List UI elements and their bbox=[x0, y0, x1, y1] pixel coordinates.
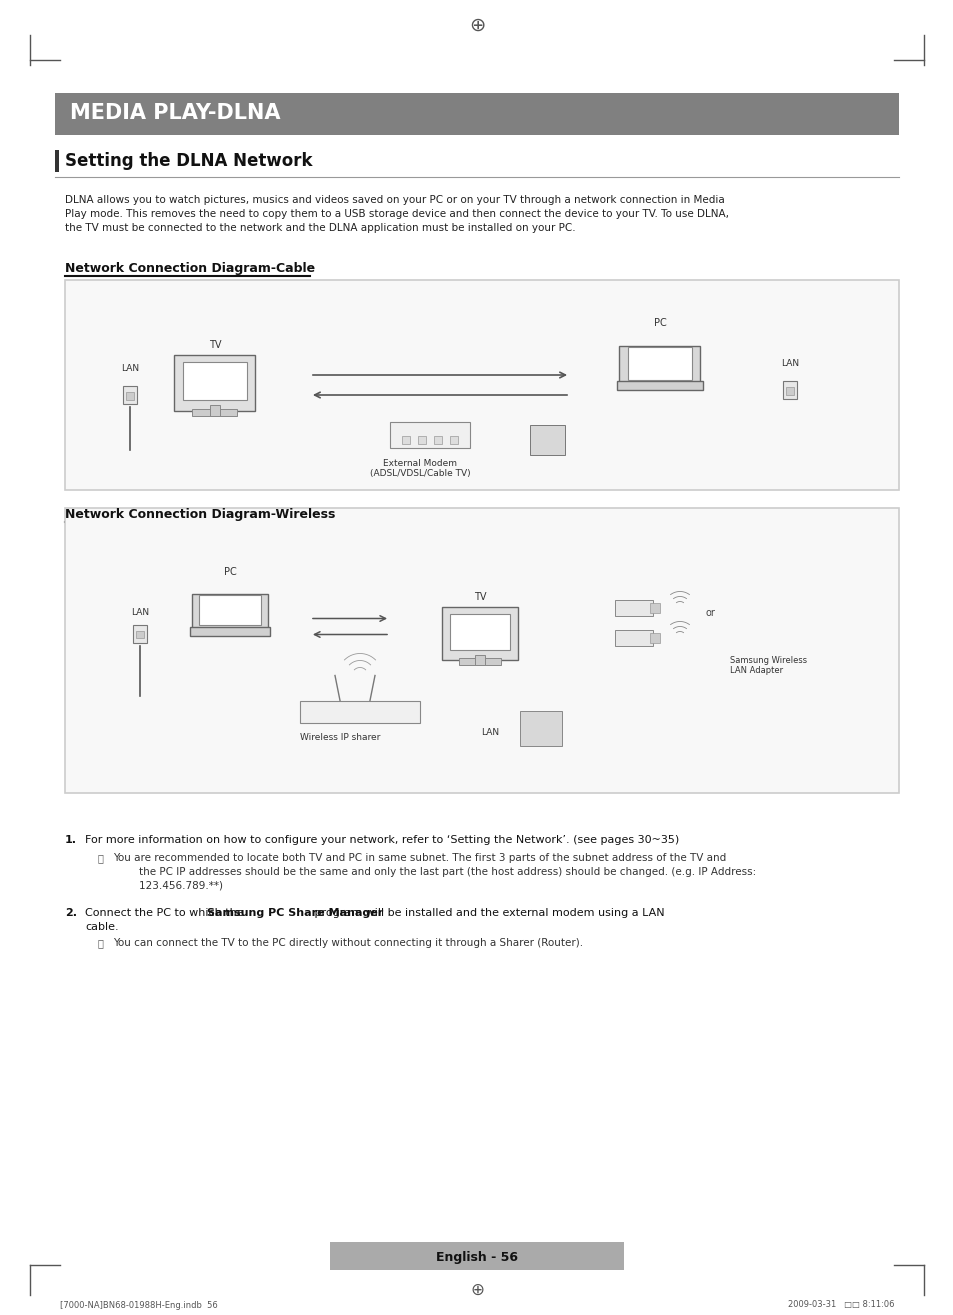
Bar bbox=[618, 346, 700, 383]
Text: ⊕: ⊕ bbox=[468, 16, 485, 34]
Bar bbox=[210, 405, 220, 416]
Text: 1.: 1. bbox=[65, 835, 77, 846]
Bar bbox=[330, 1241, 623, 1270]
Text: Setting the DLNA Network: Setting the DLNA Network bbox=[65, 153, 313, 170]
Text: 2.: 2. bbox=[65, 907, 77, 918]
Text: You can connect the TV to the PC directly without connecting it through a Sharer: You can connect the TV to the PC directl… bbox=[112, 938, 582, 948]
Bar bbox=[458, 659, 500, 665]
Text: LAN: LAN bbox=[480, 729, 498, 736]
Text: PC: PC bbox=[223, 567, 236, 577]
Text: cable.: cable. bbox=[85, 922, 118, 932]
Bar bbox=[123, 387, 136, 404]
Bar bbox=[519, 710, 561, 746]
Text: English - 56: English - 56 bbox=[436, 1251, 517, 1264]
Bar bbox=[530, 425, 564, 455]
Text: External Modem: External Modem bbox=[382, 459, 456, 468]
Bar bbox=[450, 614, 509, 650]
Bar bbox=[434, 437, 441, 444]
Text: LAN: LAN bbox=[131, 608, 149, 617]
Text: For more information on how to configure your network, refer to ‘Setting the Net: For more information on how to configure… bbox=[85, 835, 679, 846]
Text: Connect the PC to which the: Connect the PC to which the bbox=[85, 907, 247, 918]
Bar bbox=[615, 630, 652, 646]
Bar bbox=[126, 392, 133, 400]
Bar bbox=[190, 627, 270, 635]
Bar bbox=[136, 630, 144, 638]
Bar bbox=[782, 381, 796, 398]
Text: program will be installed and the external modem using a LAN: program will be installed and the extern… bbox=[311, 907, 664, 918]
Bar bbox=[299, 701, 419, 722]
Bar bbox=[627, 347, 692, 380]
Text: You are recommended to locate both TV and PC in same subnet. The first 3 parts o: You are recommended to locate both TV an… bbox=[112, 853, 756, 892]
Text: ⊕: ⊕ bbox=[470, 1281, 483, 1299]
Text: Network Connection Diagram-Wireless: Network Connection Diagram-Wireless bbox=[65, 508, 335, 521]
Text: LAN: LAN bbox=[121, 363, 139, 372]
Bar bbox=[133, 625, 147, 643]
Text: TV: TV bbox=[474, 592, 486, 602]
Bar bbox=[390, 422, 470, 448]
Bar bbox=[475, 655, 484, 665]
Text: Network Connection Diagram-Cable: Network Connection Diagram-Cable bbox=[65, 262, 314, 275]
Text: [7000-NA]BN68-01988H-Eng.indb  56: [7000-NA]BN68-01988H-Eng.indb 56 bbox=[60, 1301, 217, 1310]
Bar bbox=[192, 594, 268, 629]
Text: Wireless IP sharer: Wireless IP sharer bbox=[299, 732, 380, 742]
Bar bbox=[617, 381, 701, 391]
Bar bbox=[417, 437, 426, 444]
Bar bbox=[174, 355, 255, 410]
Text: PC: PC bbox=[653, 318, 666, 329]
Text: ⓘ: ⓘ bbox=[98, 853, 104, 863]
Bar bbox=[183, 362, 246, 400]
Bar bbox=[615, 600, 652, 615]
Bar bbox=[450, 437, 457, 444]
Bar bbox=[649, 633, 659, 643]
Bar bbox=[441, 608, 517, 660]
Text: TV: TV bbox=[209, 339, 221, 350]
Text: Samsung PC Share Manager: Samsung PC Share Manager bbox=[207, 907, 383, 918]
Text: ⓘ: ⓘ bbox=[98, 938, 104, 948]
Bar bbox=[65, 508, 898, 793]
Bar bbox=[401, 437, 410, 444]
Text: MEDIA PLAY-DLNA: MEDIA PLAY-DLNA bbox=[70, 103, 280, 124]
Bar bbox=[193, 409, 237, 416]
Bar bbox=[649, 602, 659, 613]
Text: Samsung Wireless: Samsung Wireless bbox=[729, 656, 806, 665]
Text: LAN: LAN bbox=[781, 359, 799, 367]
Text: (ADSL/VDSL/Cable TV): (ADSL/VDSL/Cable TV) bbox=[370, 469, 470, 477]
Bar bbox=[55, 93, 898, 135]
Text: LAN Adapter: LAN Adapter bbox=[729, 665, 782, 675]
Text: DLNA allows you to watch pictures, musics and videos saved on your PC or on your: DLNA allows you to watch pictures, music… bbox=[65, 195, 728, 233]
Bar bbox=[65, 280, 898, 490]
Bar bbox=[199, 594, 260, 626]
Bar bbox=[55, 150, 59, 172]
Bar bbox=[785, 387, 793, 394]
Text: 2009-03-31   □□ 8:11:06: 2009-03-31 □□ 8:11:06 bbox=[788, 1301, 894, 1310]
Text: or: or bbox=[704, 608, 714, 618]
